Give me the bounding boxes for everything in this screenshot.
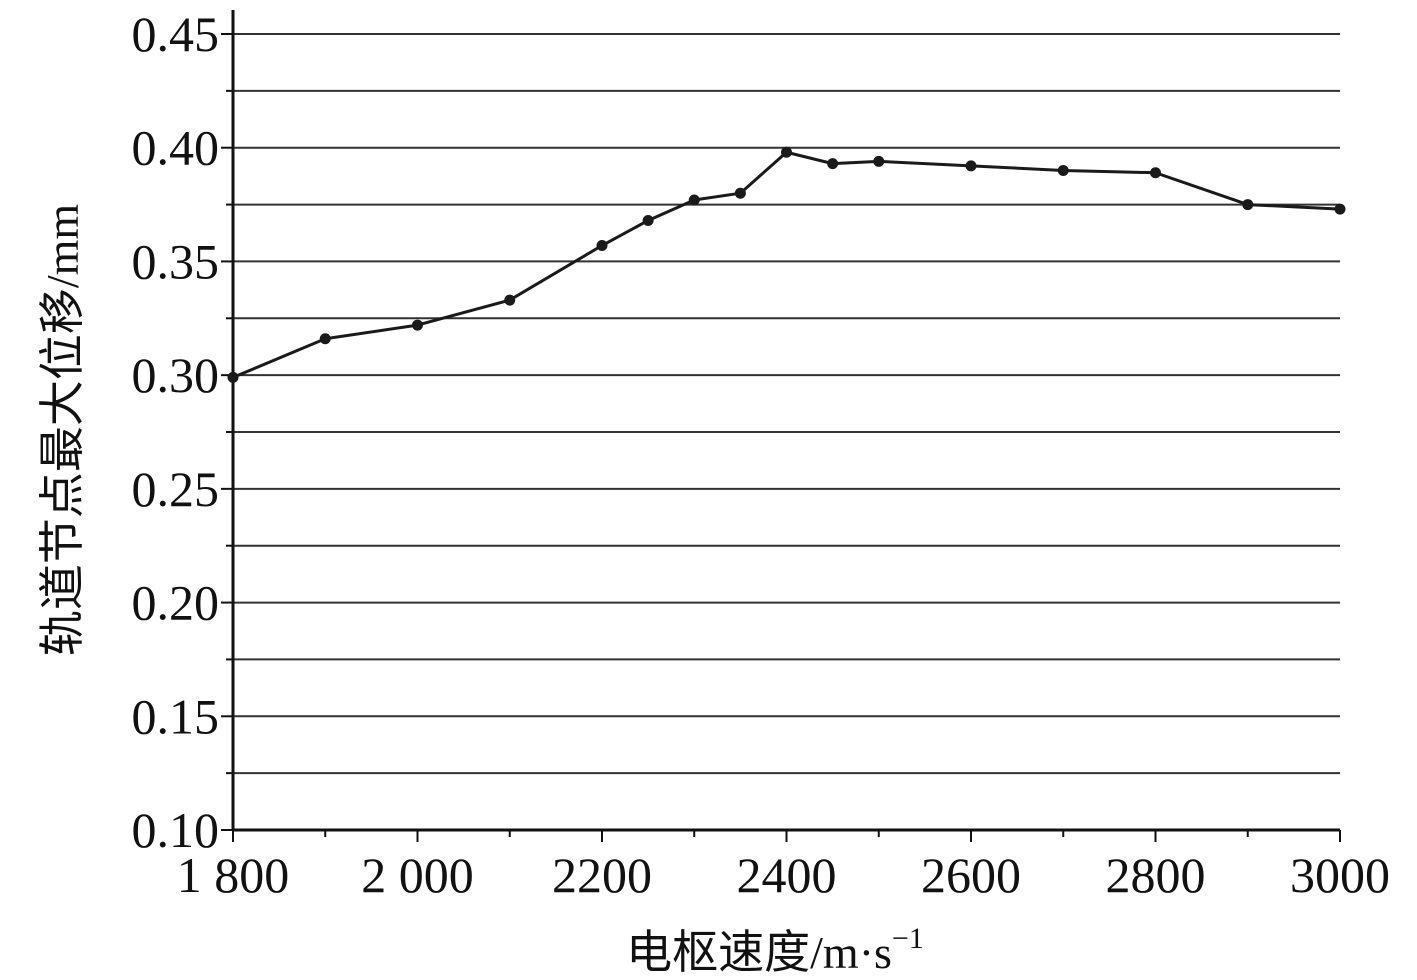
y-tick-label: 0.10	[132, 802, 220, 858]
series-line	[232, 150, 1341, 379]
data-point	[688, 194, 700, 206]
data-point	[1057, 164, 1069, 176]
data-point	[642, 214, 654, 226]
data-point	[873, 155, 885, 167]
gridlines	[233, 33, 1340, 775]
x-tick-label: 2 000	[361, 847, 474, 903]
data-point	[596, 240, 608, 252]
y-axis-title: 轨道节点最大位移/mm	[37, 204, 88, 657]
data-point	[1334, 203, 1346, 215]
series	[227, 146, 1346, 383]
y-tick-label: 0.15	[132, 688, 220, 744]
x-axis-title: 电枢速度/m·s−1	[626, 922, 924, 978]
x-axis-title-text: 电枢速度/m·s	[626, 927, 892, 978]
y-ticks: 0.10 0.15 0.20 0.25 0.30 0.35 0.40 0.45	[132, 6, 233, 858]
y-tick-label: 0.45	[132, 6, 220, 62]
data-point	[227, 371, 239, 383]
x-tick-label: 2200	[552, 847, 652, 903]
y-tick-label: 0.25	[132, 461, 220, 517]
x-tick-label: 2800	[1106, 847, 1206, 903]
y-tick-label: 0.35	[132, 233, 220, 289]
y-tick-label: 0.20	[132, 575, 220, 631]
x-axis-title-superscript: −1	[892, 922, 924, 955]
data-point	[734, 187, 746, 199]
data-point	[319, 333, 331, 345]
data-point	[1242, 199, 1254, 211]
x-ticks: 1 800 2 000 2200 2400 2600 2800 3000	[177, 830, 1390, 903]
data-point	[781, 146, 792, 158]
x-tick-label: 1 800	[177, 847, 290, 903]
data-point	[412, 319, 423, 331]
x-tick-label: 2600	[921, 847, 1021, 903]
axes	[231, 10, 1340, 832]
x-tick-label: 2400	[737, 847, 837, 903]
y-tick-label: 0.40	[132, 120, 220, 176]
y-tick-label: 0.30	[132, 347, 220, 403]
data-point	[504, 294, 516, 306]
data-point	[827, 158, 839, 170]
data-point	[1150, 167, 1161, 179]
x-tick-label: 3000	[1290, 847, 1390, 903]
data-point	[965, 160, 977, 172]
